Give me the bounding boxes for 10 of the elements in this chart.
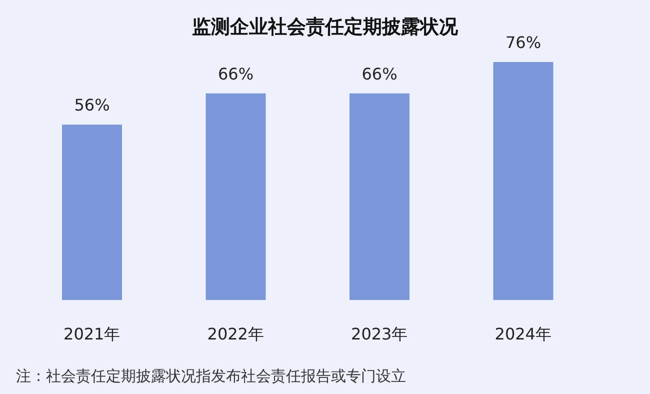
x-tick-label: 2021年 — [64, 324, 120, 344]
x-tick-label: 2022年 — [207, 324, 264, 344]
data-label: 76% — [505, 33, 542, 52]
data-label: 56% — [74, 96, 110, 115]
x-tick-label: 2024年 — [494, 324, 552, 344]
data-label: 66% — [218, 64, 254, 84]
x-tick-label: 2023年 — [351, 324, 408, 344]
data-label: 66% — [362, 64, 398, 84]
text: 注：社会责任定期披露状况指发布社会责任报告或专门设立 — [16, 367, 406, 386]
chart-title: 监测企业社会责任定期披露状况 — [192, 16, 458, 38]
